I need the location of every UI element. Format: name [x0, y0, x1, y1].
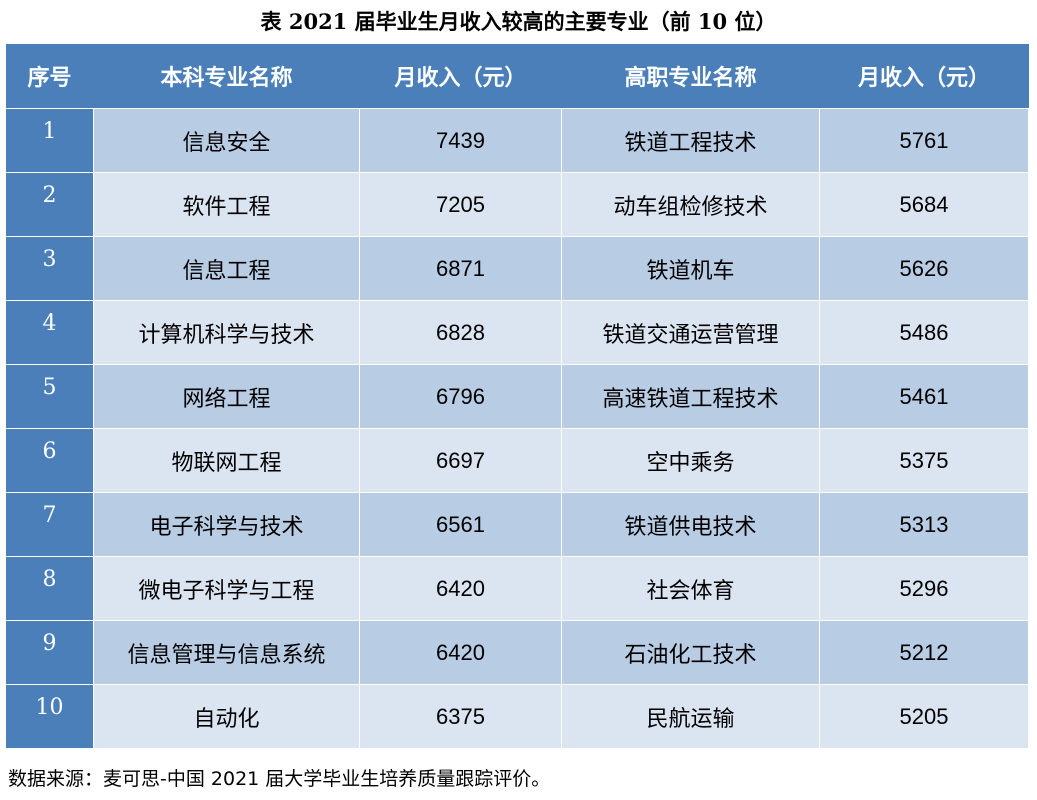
table-row: 7 电子科学与技术 6561 铁道供电技术 5313	[5, 492, 1029, 557]
bachelor-income-cell: 6375	[359, 684, 562, 749]
bachelor-income-cell: 7205	[359, 172, 562, 237]
bachelor-income-cell: 6697	[359, 428, 562, 493]
bachelor-income-cell: 7439	[359, 108, 562, 173]
row-index: 4	[5, 300, 94, 365]
table-row: 8 微电子科学与工程 6420 社会体育 5296	[5, 556, 1029, 621]
bachelor-income-cell: 6796	[359, 364, 562, 429]
vocational-major-cell: 铁道工程技术	[561, 108, 820, 173]
table-title: 表 2021 届毕业生月收入较高的主要专业（前 10 位）	[260, 9, 777, 34]
row-index: 5	[5, 364, 94, 429]
bachelor-major-cell: 自动化	[93, 684, 360, 749]
vocational-major-cell: 铁道交通运营管理	[561, 300, 820, 365]
income-table: 序号 本科专业名称 月收入（元） 高职专业名称 月收入（元） 1 信息安全 7439…	[5, 44, 1029, 749]
vocational-income-cell: 5296	[819, 556, 1029, 621]
row-index: 2	[5, 172, 94, 237]
bachelor-major-cell: 信息管理与信息系统	[93, 620, 360, 685]
row-index: 9	[5, 620, 94, 685]
bachelor-income-cell: 6871	[359, 236, 562, 301]
vocational-major-cell: 铁道供电技术	[561, 492, 820, 557]
bachelor-major-cell: 电子科学与技术	[93, 492, 360, 557]
table-row: 3 信息工程 6871 铁道机车 5626	[5, 236, 1029, 301]
vocational-major-cell: 民航运输	[561, 684, 820, 749]
table-row: 4 计算机科学与技术 6828 铁道交通运营管理 5486	[5, 300, 1029, 365]
vocational-income-cell: 5205	[819, 684, 1029, 749]
bachelor-income-cell: 6561	[359, 492, 562, 557]
table-row: 2 软件工程 7205 动车组检修技术 5684	[5, 172, 1029, 237]
vocational-income-cell: 5486	[819, 300, 1029, 365]
header-vocational-major: 高职专业名称	[561, 44, 820, 109]
header-index: 序号	[5, 44, 94, 109]
header-bachelor-income: 月收入（元）	[359, 44, 562, 109]
bachelor-major-cell: 信息工程	[93, 236, 360, 301]
vocational-income-cell: 5313	[819, 492, 1029, 557]
vocational-major-cell: 高速铁道工程技术	[561, 364, 820, 429]
vocational-income-cell: 5761	[819, 108, 1029, 173]
vocational-income-cell: 5626	[819, 236, 1029, 301]
bachelor-major-cell: 计算机科学与技术	[93, 300, 360, 365]
vocational-income-cell: 5684	[819, 172, 1029, 237]
row-index: 10	[5, 684, 94, 749]
row-index: 6	[5, 428, 94, 493]
bachelor-major-cell: 软件工程	[93, 172, 360, 237]
table-row: 1 信息安全 7439 铁道工程技术 5761	[5, 108, 1029, 173]
bachelor-major-cell: 网络工程	[93, 364, 360, 429]
row-index: 7	[5, 492, 94, 557]
bachelor-major-cell: 物联网工程	[93, 428, 360, 493]
vocational-income-cell: 5461	[819, 364, 1029, 429]
table-row: 6 物联网工程 6697 空中乘务 5375	[5, 428, 1029, 493]
row-index: 8	[5, 556, 94, 621]
table-row: 9 信息管理与信息系统 6420 石油化工技术 5212	[5, 620, 1029, 685]
bachelor-income-cell: 6420	[359, 556, 562, 621]
row-index: 3	[5, 236, 94, 301]
header-row: 序号 本科专业名称 月收入（元） 高职专业名称 月收入（元）	[5, 44, 1029, 109]
vocational-major-cell: 空中乘务	[561, 428, 820, 493]
bachelor-income-cell: 6420	[359, 620, 562, 685]
bachelor-major-cell: 微电子科学与工程	[93, 556, 360, 621]
vocational-major-cell: 铁道机车	[561, 236, 820, 301]
header-bachelor-major: 本科专业名称	[93, 44, 360, 109]
vocational-major-cell: 社会体育	[561, 556, 820, 621]
table-row: 5 网络工程 6796 高速铁道工程技术 5461	[5, 364, 1029, 429]
vocational-income-cell: 5212	[819, 620, 1029, 685]
vocational-income-cell: 5375	[819, 428, 1029, 493]
bachelor-major-cell: 信息安全	[93, 108, 360, 173]
vocational-major-cell: 动车组检修技术	[561, 172, 820, 237]
table-row: 10 自动化 6375 民航运输 5205	[5, 684, 1029, 749]
table-body: 1 信息安全 7439 铁道工程技术 5761 2 软件工程 7205 动车组检修技术 5684 3…	[5, 108, 1029, 749]
vocational-major-cell: 石油化工技术	[561, 620, 820, 685]
data-source-note: 数据来源：麦可思-中国 2021 届大学毕业生培养质量跟踪评价。	[8, 768, 551, 790]
bachelor-income-cell: 6828	[359, 300, 562, 365]
row-index: 1	[5, 108, 94, 173]
header-vocational-income: 月收入（元）	[819, 44, 1029, 109]
